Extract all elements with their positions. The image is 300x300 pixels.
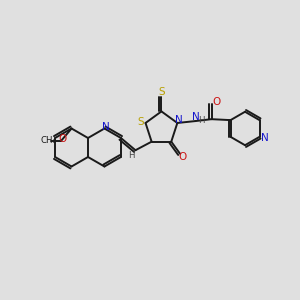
Text: N: N bbox=[102, 122, 109, 133]
Text: CH₃: CH₃ bbox=[40, 136, 57, 145]
Text: S: S bbox=[158, 87, 165, 97]
Text: H: H bbox=[198, 116, 204, 124]
Text: H: H bbox=[128, 151, 135, 160]
Text: N: N bbox=[261, 133, 268, 143]
Text: O: O bbox=[212, 97, 221, 106]
Text: S: S bbox=[137, 117, 144, 127]
Text: N: N bbox=[191, 112, 199, 122]
Text: N: N bbox=[176, 115, 183, 125]
Text: O: O bbox=[179, 152, 187, 162]
Text: O: O bbox=[58, 134, 66, 144]
